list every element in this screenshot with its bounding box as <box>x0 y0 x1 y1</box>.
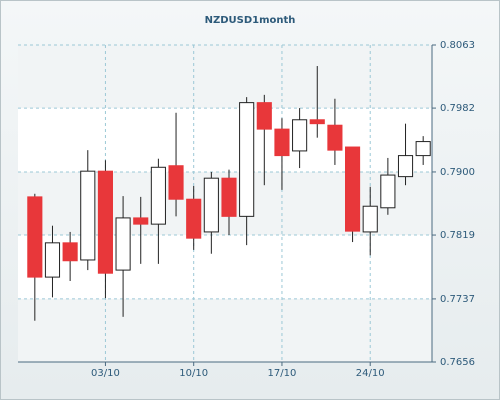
candle-body <box>62 242 78 262</box>
candle-body <box>186 198 202 239</box>
plot <box>18 44 432 363</box>
y-tick-label: 0.7900 <box>440 167 475 178</box>
x-tick-label: 17/10 <box>268 368 297 379</box>
candle-body <box>415 141 431 157</box>
grid-band <box>18 45 432 109</box>
chart-title: NZDUSD1month <box>205 15 296 26</box>
candle-body <box>27 196 43 278</box>
candle-body <box>327 124 343 151</box>
x-tick-label: 24/10 <box>356 368 385 379</box>
candle-body <box>115 217 131 271</box>
candle-body <box>256 102 272 130</box>
candle-body <box>221 177 237 217</box>
candle-body <box>274 128 290 157</box>
y-tick-label: 0.7656 <box>440 357 475 368</box>
candle-body <box>150 166 166 225</box>
candle-body <box>239 102 255 217</box>
candle-body <box>203 177 219 233</box>
candle-body <box>397 155 414 178</box>
candle-body <box>168 165 184 200</box>
y-tick-label: 0.7819 <box>440 230 475 241</box>
candle-body <box>309 119 325 125</box>
y-tick-label: 0.7982 <box>440 103 475 114</box>
grid-band <box>18 298 432 362</box>
candle-body <box>97 170 113 274</box>
candle-body <box>133 217 149 225</box>
candle-body <box>292 119 308 152</box>
candle-body <box>345 146 361 232</box>
x-tick-label: 10/10 <box>179 368 208 379</box>
y-tick-label: 0.8063 <box>440 40 475 51</box>
candle-body <box>380 174 396 209</box>
candle-body <box>80 170 96 261</box>
candle-body <box>362 205 378 233</box>
candle-body <box>44 242 61 278</box>
x-tick-label: 03/10 <box>91 368 120 379</box>
y-tick-label: 0.7737 <box>440 294 475 305</box>
